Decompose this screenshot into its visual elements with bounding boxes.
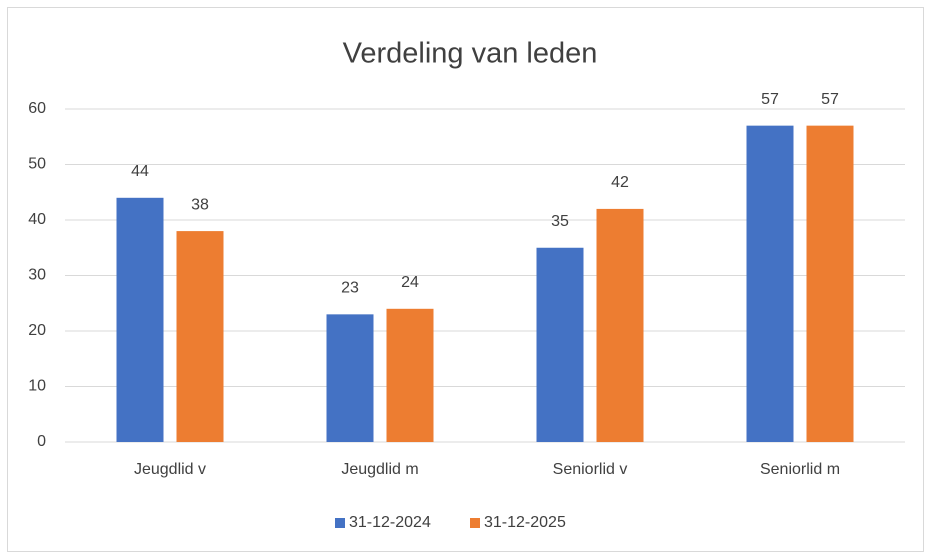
data-label: 44	[131, 163, 149, 180]
y-tick-label: 50	[28, 156, 46, 173]
data-label: 23	[341, 280, 359, 297]
y-tick-label: 20	[28, 322, 46, 339]
chart-title: Verdeling van leden	[343, 38, 598, 70]
x-tick-label: Jeugdlid v	[134, 461, 206, 478]
y-tick-label: 0	[37, 433, 46, 450]
x-tick-label: Seniorlid m	[760, 461, 840, 478]
data-label: 35	[551, 213, 569, 230]
x-tick-label: Jeugdlid m	[341, 461, 418, 478]
data-label: 57	[761, 91, 779, 108]
legend-label: 31-12-2025	[484, 514, 566, 531]
legend-label: 31-12-2024	[349, 514, 431, 531]
x-tick-label: Seniorlid v	[553, 461, 628, 478]
y-tick-label: 40	[28, 211, 46, 228]
y-tick-label: 30	[28, 267, 46, 284]
y-tick-label: 10	[28, 378, 46, 395]
legend-swatch	[470, 518, 480, 528]
bar	[386, 308, 434, 442]
bar	[176, 231, 224, 442]
data-label: 42	[611, 174, 629, 191]
bar	[596, 208, 644, 442]
data-label: 38	[191, 196, 209, 213]
legend-swatch	[335, 518, 345, 528]
bar	[326, 314, 374, 442]
bar	[536, 247, 584, 442]
bar	[806, 125, 854, 443]
bar	[746, 125, 794, 443]
data-label: 57	[821, 91, 839, 108]
data-label: 24	[401, 274, 419, 291]
y-tick-label: 60	[28, 100, 46, 117]
bar	[116, 197, 164, 442]
